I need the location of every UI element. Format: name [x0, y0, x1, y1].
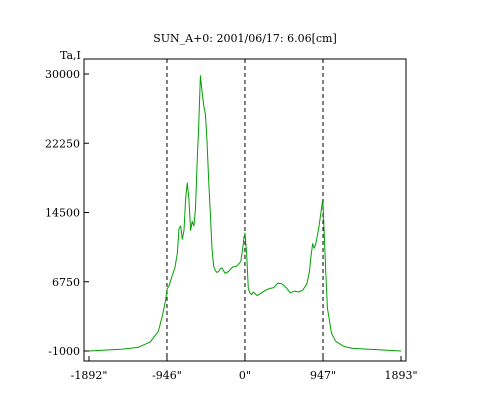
x-tick-label: 0" — [239, 369, 251, 382]
x-tick-label: -1892" — [71, 369, 108, 382]
series-line — [88, 75, 402, 352]
reference-lines — [166, 59, 324, 361]
y-tick-label: -1000 — [48, 345, 80, 358]
x-tick-label: 1893" — [384, 369, 417, 382]
y-ticks: 30000 22250 14500 6750 -1000 — [45, 68, 89, 358]
y-tick-label: 6750 — [52, 276, 80, 289]
y-tick-label: 14500 — [45, 207, 80, 220]
series-group — [88, 75, 402, 352]
y-tick-label: 30000 — [45, 68, 80, 81]
x-ticks: -1892" -946" 0" 947" 1893" — [71, 356, 418, 382]
x-tick-label: -946" — [152, 369, 182, 382]
y-tick-label: 22250 — [45, 137, 80, 150]
y-axis-label: Ta,I — [60, 49, 81, 62]
chart-title: SUN_A+0: 2001/06/17: 6.06[cm] — [153, 32, 337, 45]
x-tick-label: 947" — [310, 369, 336, 382]
plot-area: 30000 22250 14500 6750 -1000 -1892" -946" 0" 94… — [45, 58, 418, 382]
